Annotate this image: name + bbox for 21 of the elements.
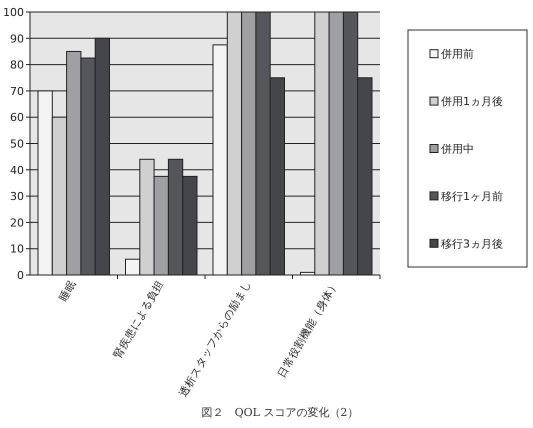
legend-label: 併用1ヵ月後 bbox=[441, 95, 503, 108]
text: 図２ QOL スコアの変化（2） bbox=[202, 406, 358, 419]
y-tick-label: 90 bbox=[10, 32, 24, 46]
y-tick-label: 50 bbox=[10, 138, 24, 150]
y-tick-label: 20 bbox=[10, 216, 24, 230]
y-tick-label: 80 bbox=[10, 58, 24, 72]
legend-label: 移行1ヶ月前 bbox=[441, 190, 503, 203]
y-tick-label: 10 bbox=[10, 242, 24, 256]
legend-label: 併用中 bbox=[441, 142, 474, 156]
y-tick-label: 40 bbox=[10, 164, 24, 177]
legend-label: 移行3ヵ月後 bbox=[441, 237, 503, 250]
y-tick-label: 60 bbox=[10, 111, 24, 124]
x-tick-label: 透析スタッフからの励まし bbox=[176, 278, 254, 399]
x-tick-label: 日常役割機能（身体） bbox=[274, 278, 341, 380]
x-tick-label: 睡眠 bbox=[56, 278, 78, 304]
y-tick-label: 0 bbox=[17, 269, 24, 282]
y-tick-label: 30 bbox=[10, 190, 24, 204]
y-tick-label: 100 bbox=[3, 6, 24, 19]
legend-label: 併用前 bbox=[441, 48, 474, 61]
x-tick-label: 腎疾患による負担 bbox=[110, 278, 166, 361]
y-tick-label: 70 bbox=[10, 84, 24, 98]
